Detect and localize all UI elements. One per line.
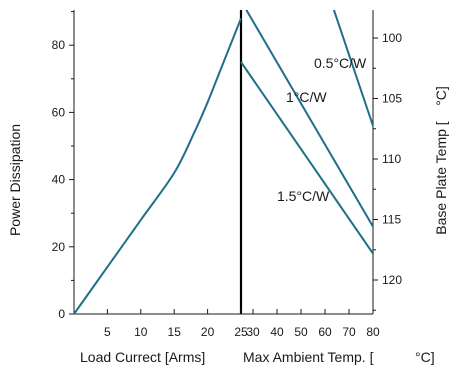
series-label: 1.5°C/W xyxy=(277,188,330,204)
right-y-tick-label: 105 xyxy=(382,92,402,106)
right-y-axis-unit: °C] xyxy=(433,86,449,106)
series-labels: 0.5°C/W 1°C/W 1.5°C/W xyxy=(277,55,367,204)
right-y-axis: 100 105 110 115 120 xyxy=(372,10,402,314)
left-y-tick-label: 40 xyxy=(52,173,66,187)
series-label: 0.5°C/W xyxy=(314,55,367,71)
left-y-tick-label: 20 xyxy=(52,240,66,254)
x-tick-label: 30 xyxy=(246,325,260,339)
derating-line-1-5 xyxy=(240,61,373,255)
x-tick-label: 60 xyxy=(318,325,332,339)
x-tick-label: 20 xyxy=(201,325,215,339)
left-x-axis-label: Load Currect [Arms] xyxy=(80,349,205,365)
plot-lines xyxy=(73,10,373,315)
right-y-tick-label: 110 xyxy=(382,152,401,166)
left-y-tick-label: 60 xyxy=(52,105,66,119)
series-label: 1°C/W xyxy=(286,89,327,105)
x-tick-label: 15 xyxy=(168,325,182,339)
x-tick-label: 80 xyxy=(366,325,380,339)
x-tick-label: 40 xyxy=(270,325,284,339)
left-y-tick-label: 80 xyxy=(52,38,66,52)
x-tick-label: 10 xyxy=(134,325,148,339)
derating-line-1 xyxy=(245,10,373,228)
power-dissipation-curve xyxy=(73,17,242,315)
right-y-tick-label: 115 xyxy=(382,213,401,227)
left-y-axis-label: Power Dissipation xyxy=(7,124,23,236)
right-x-axis-label: Max Ambient Temp. [ xyxy=(243,349,374,365)
derating-line-0-5 xyxy=(332,10,373,127)
x-tick-label: 50 xyxy=(294,325,308,339)
left-y-axis: 0 20 40 60 80 xyxy=(52,10,75,321)
left-y-tick-label: 0 xyxy=(58,307,65,321)
right-y-tick-label: 100 xyxy=(382,31,402,45)
x-tick-label: 25 xyxy=(234,325,248,339)
x-tick-label: 70 xyxy=(342,325,356,339)
right-y-axis-label: Base Plate Temp [ xyxy=(433,121,449,234)
x-tick-label: 5 xyxy=(104,325,111,339)
right-x-axis-unit: °C] xyxy=(415,349,435,365)
right-y-tick-label: 120 xyxy=(382,273,402,287)
